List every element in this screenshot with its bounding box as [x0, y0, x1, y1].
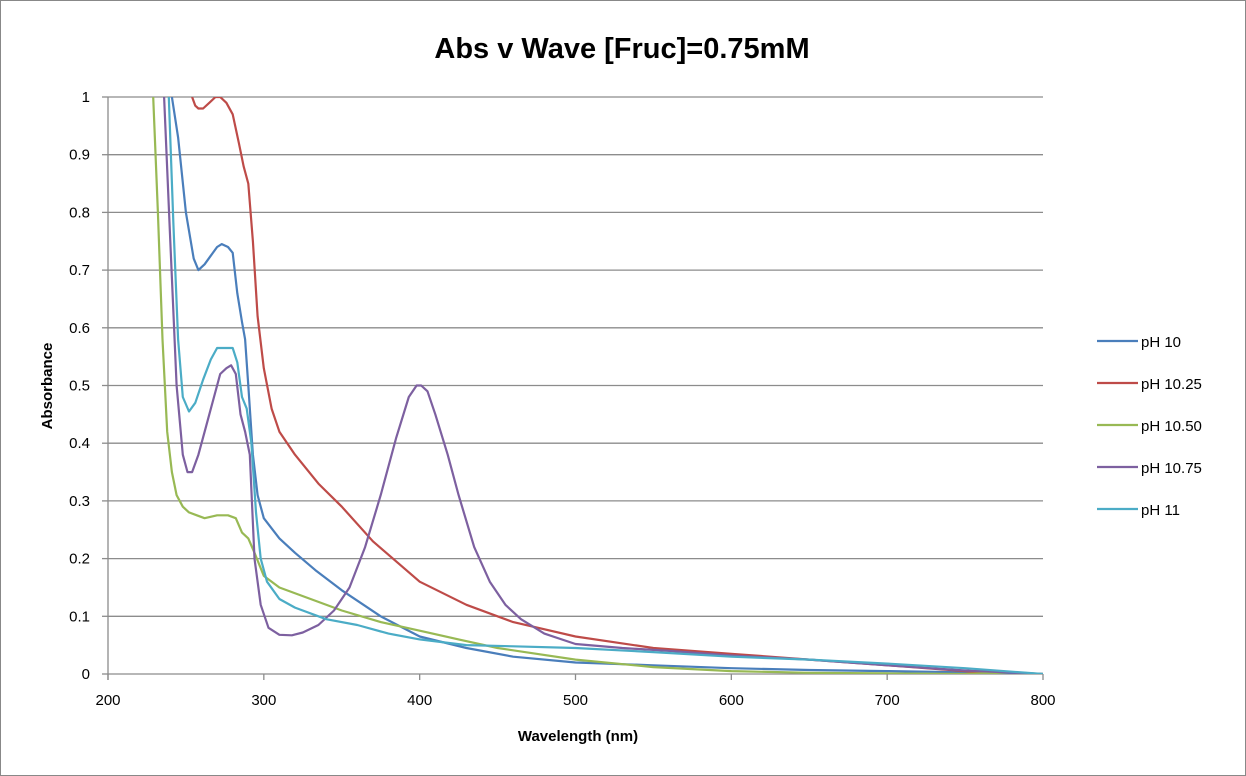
x-tick-label: 800	[1030, 692, 1055, 709]
plot-area	[152, 97, 1043, 674]
y-tick-label: 0.4	[69, 435, 90, 452]
series-line-pH-11	[167, 97, 1043, 674]
legend-label: pH 11	[1141, 502, 1180, 519]
series-line-pH-10_75	[163, 97, 1043, 674]
y-tick-label: 0.8	[69, 204, 90, 221]
chart-title: Abs v Wave [Fruc]=0.75mM	[434, 33, 809, 65]
series-line-pH-10_50	[152, 97, 1043, 674]
x-tick-label: 500	[563, 692, 588, 709]
y-tick-label: 0	[82, 666, 90, 683]
y-tick-label: 0.5	[69, 378, 90, 395]
x-tick-label: 200	[95, 692, 120, 709]
x-axis-label: Wavelength (nm)	[518, 728, 638, 745]
y-axis-label: Absorbance	[39, 343, 56, 430]
x-tick-label: 600	[719, 692, 744, 709]
y-tick-label: 0.9	[69, 147, 90, 164]
y-tick-label: 0.1	[69, 608, 90, 625]
y-tick-label: 0.7	[69, 262, 90, 279]
x-tick-label: 400	[407, 692, 432, 709]
y-tick-label: 0.3	[69, 493, 90, 510]
series-line-pH-10_25	[191, 97, 997, 674]
legend-label: pH 10.50	[1141, 418, 1202, 435]
legend-label: pH 10.75	[1141, 460, 1202, 477]
axes	[102, 96, 1044, 680]
x-tick-label: 300	[251, 692, 276, 709]
legend-label: pH 10	[1141, 334, 1181, 351]
y-tick-labels: 0 0.1 0.2 0.3 0.4 0.5 0.6 0.7 0.8 0.9 1	[69, 89, 90, 683]
legend-label: pH 10.25	[1141, 376, 1202, 393]
x-tick-labels: 200 300 400 500 600 700 800	[95, 692, 1055, 709]
y-tick-label: 0.2	[69, 551, 90, 568]
x-tick-label: 700	[875, 692, 900, 709]
legend: pH 10 pH 10.25 pH 10.50 pH 10.75 pH 11	[1097, 334, 1202, 519]
y-tick-label: 1	[82, 89, 90, 106]
y-tick-label: 0.6	[69, 320, 90, 337]
